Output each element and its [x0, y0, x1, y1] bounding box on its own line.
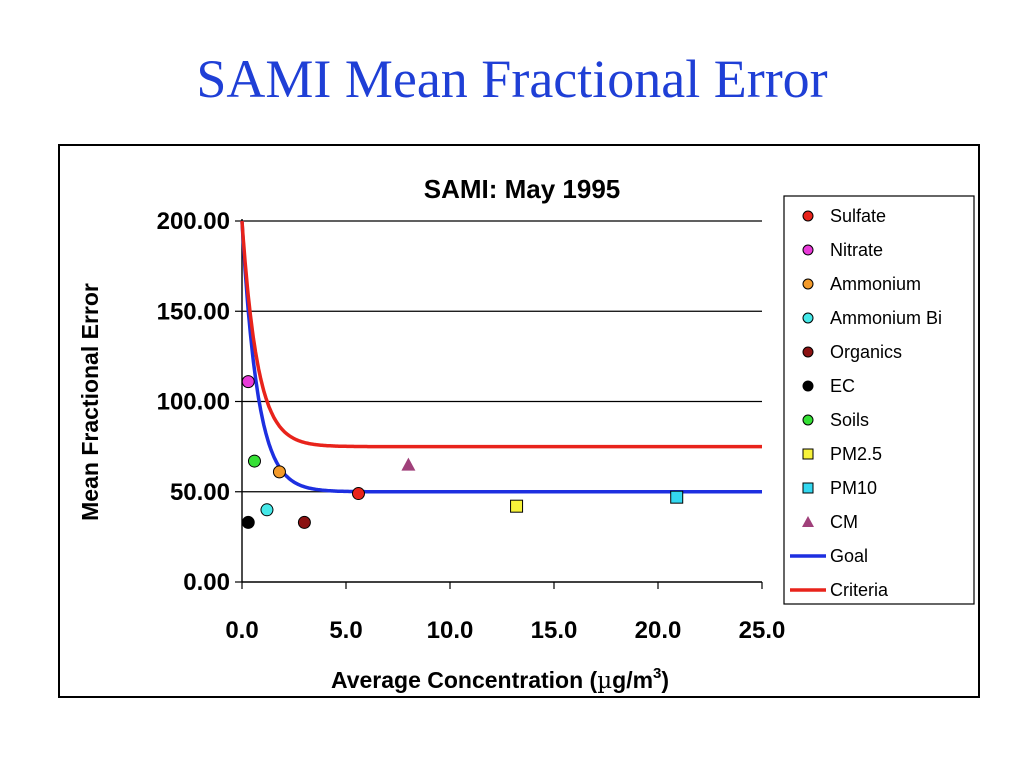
- legend-item-nitrate: Nitrate: [802, 240, 883, 260]
- legend-item-organics: Organics: [802, 342, 902, 362]
- gridlines: [242, 220, 762, 493]
- legend-label-criteria: Criteria: [830, 580, 889, 600]
- legend-swatch-pm2-5: [802, 448, 814, 460]
- legend-item-goal: Goal: [790, 546, 868, 566]
- x-axis-label-sup: 3: [653, 665, 661, 682]
- x-tick-label: 5.0: [329, 617, 362, 644]
- criteria-line: [240, 220, 762, 449]
- legend-label-pm10: PM10: [830, 478, 877, 498]
- legend-item-sulfate: Sulfate: [802, 206, 886, 226]
- y-tick-label: 150.00: [157, 298, 230, 325]
- nitrate-point: [241, 375, 255, 389]
- tick-labels: 0.00 50.00 100.00 150.00 200.00 0.0 5.0 10.0 15.…: [157, 208, 786, 644]
- legend-label-ec: EC: [830, 376, 855, 396]
- slide-title: SAMI Mean Fractional Error: [196, 49, 828, 109]
- legend: Sulfate Nitrate Ammonium Ammonium Bi Organic…: [783, 195, 975, 605]
- x-tick-label: 10.0: [427, 617, 474, 644]
- legend-swatch-organics: [802, 346, 814, 358]
- legend-item-ec: EC: [802, 376, 855, 396]
- x-tick-label: 25.0: [739, 617, 786, 644]
- legend-label-cm: CM: [830, 512, 858, 532]
- curves: [240, 220, 762, 494]
- x-tick-label: 15.0: [531, 617, 578, 644]
- legend-item-criteria: Criteria: [790, 580, 889, 600]
- x-tick-label: 20.0: [635, 617, 682, 644]
- x-axis-label-prefix: Average Concentration (: [331, 667, 598, 693]
- cm-point: [401, 457, 416, 471]
- pm2-5-point: [510, 499, 524, 513]
- legend-item-pm10: PM10: [802, 478, 877, 498]
- x-axis-label: Average Concentration (µg/m3): [331, 665, 669, 694]
- x-tick-label: 0.0: [225, 617, 258, 644]
- axes: [235, 219, 763, 589]
- soils-point: [247, 454, 261, 468]
- x-axis-label-unit: g/m: [612, 667, 653, 693]
- legend-label-organics: Organics: [830, 342, 902, 362]
- y-tick-label: 200.00: [157, 208, 230, 235]
- legend-swatch-sulfate: [802, 210, 814, 222]
- y-axis-label: Mean Fractional Error: [77, 283, 103, 521]
- legend-item-ammonium-bi: Ammonium Bi: [802, 308, 942, 328]
- legend-swatch-pm10: [802, 482, 814, 494]
- chart-title: SAMI: May 1995: [424, 174, 621, 204]
- organics-point: [297, 515, 311, 529]
- legend-item-soils: Soils: [802, 410, 869, 430]
- pm10-point: [670, 490, 684, 504]
- legend-item-pm2-5: PM2.5: [802, 444, 882, 464]
- chart: SAMI: May 1995 0.00 50.00 100.00 150.00 200.…: [77, 174, 975, 694]
- sulfate-point: [351, 487, 365, 501]
- legend-item-ammonium: Ammonium: [802, 274, 921, 294]
- chart-frame: SAMI: May 1995 0.00 50.00 100.00 150.00 200.…: [58, 144, 980, 698]
- data-points: [241, 375, 684, 529]
- legend-swatch-nitrate: [802, 244, 814, 256]
- goal-line: [240, 220, 762, 494]
- y-tick-label: 0.00: [183, 569, 230, 596]
- legend-label-nitrate: Nitrate: [830, 240, 883, 260]
- legend-box: [783, 195, 975, 605]
- legend-swatch-ec: [802, 380, 814, 392]
- legend-swatch-cm: [802, 516, 814, 527]
- legend-label-pm2-5: PM2.5: [830, 444, 882, 464]
- legend-label-sulfate: Sulfate: [830, 206, 886, 226]
- legend-swatch-ammonium-bi: [802, 312, 814, 324]
- ammonium-bi-point: [260, 503, 274, 517]
- x-axis-label-mu: µ: [597, 668, 612, 694]
- x-axis-label-suffix: ): [661, 667, 669, 693]
- y-tick-label: 50.00: [170, 479, 230, 506]
- legend-label-soils: Soils: [830, 410, 869, 430]
- legend-item-cm: CM: [802, 512, 858, 532]
- legend-label-ammonium-bi: Ammonium Bi: [830, 308, 942, 328]
- legend-swatch-ammonium: [802, 278, 814, 290]
- legend-swatch-soils: [802, 414, 814, 426]
- y-tick-label: 100.00: [157, 389, 230, 416]
- legend-label-ammonium: Ammonium: [830, 274, 921, 294]
- ammonium-point: [272, 465, 286, 479]
- legend-items: Sulfate Nitrate Ammonium Ammonium Bi Organic…: [790, 206, 942, 600]
- ec-point: [241, 515, 255, 529]
- legend-label-goal: Goal: [830, 546, 868, 566]
